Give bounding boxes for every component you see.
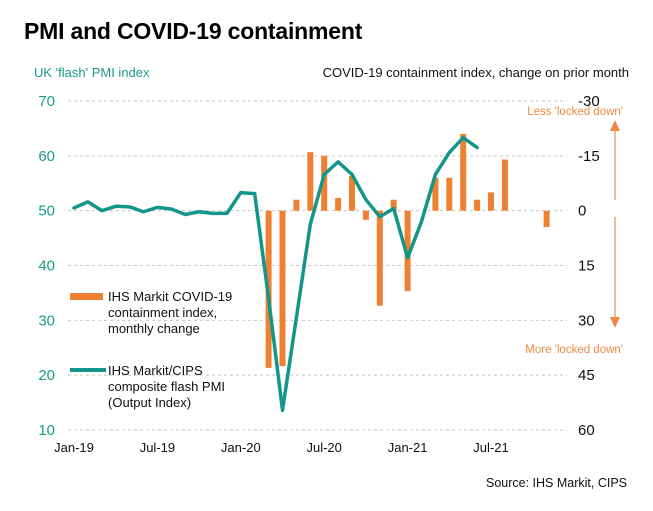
containment-bar	[362, 210, 369, 220]
legend-label-pmi-3: (Output Index)	[108, 395, 191, 410]
right-tick-label: -30	[578, 93, 600, 110]
left-tick-label: 40	[38, 258, 55, 275]
source-note: Source: IHS Markit, CIPS	[485, 476, 627, 490]
x-tick-label: Jan-20	[221, 440, 261, 455]
containment-bars	[265, 133, 550, 368]
right-tick-label: 30	[578, 312, 595, 329]
right-tick-label: 60	[578, 422, 595, 439]
legend-label-containment-2: containment index,	[108, 305, 217, 320]
legend-label-pmi-1: IHS Markit/CIPS	[108, 363, 203, 378]
containment-bar	[279, 210, 286, 367]
containment-bar	[501, 159, 508, 211]
containment-bar	[376, 210, 383, 306]
left-tick-label: 70	[38, 93, 55, 110]
containment-bar	[349, 175, 355, 211]
containment-bar	[474, 199, 481, 211]
right-tick-label: 0	[578, 203, 586, 220]
legend-swatch-containment	[70, 293, 103, 300]
gridlines	[68, 100, 567, 431]
containment-bar	[390, 199, 397, 211]
x-tick-label: Jul-21	[473, 440, 508, 455]
up-arrow-icon	[610, 120, 620, 131]
right-tick-label: -15	[578, 148, 600, 165]
legend-label-containment-1: IHS Markit COVID-19	[108, 289, 232, 304]
legend-label-containment-3: monthly change	[108, 321, 200, 336]
x-axis-ticks: Jan-19 Jul-19 Jan-20 Jul-20 Jan-21 Jul-21	[54, 440, 509, 455]
containment-bar	[446, 177, 453, 211]
lockdown-annotations: Less 'locked down' More 'locked down'	[525, 106, 623, 356]
legend-label-pmi-2: composite flash PMI	[108, 379, 225, 394]
chart-title: PMI and COVID-19 containment	[24, 18, 363, 44]
x-tick-label: Jan-21	[388, 440, 428, 455]
less-locked-down-label: Less 'locked down'	[527, 106, 623, 118]
containment-bar	[488, 192, 494, 211]
containment-bar	[460, 133, 467, 211]
left-axis-title: UK 'flash' PMI index	[34, 65, 150, 80]
containment-bar	[307, 152, 314, 211]
left-tick-label: 30	[38, 312, 55, 329]
left-axis-ticks: 70 60 50 40 30 20 10	[38, 93, 55, 439]
x-tick-label: Jan-19	[54, 440, 94, 455]
containment-bar	[432, 177, 439, 211]
x-tick-label: Jul-19	[140, 440, 175, 455]
pmi-line	[72, 135, 479, 413]
right-tick-label: 45	[578, 367, 595, 384]
left-tick-label: 60	[38, 148, 55, 165]
containment-bar	[404, 210, 411, 292]
more-locked-down-label: More 'locked down'	[525, 344, 623, 356]
containment-bar	[321, 155, 328, 211]
containment-bar	[335, 197, 342, 211]
left-tick-label: 20	[38, 367, 55, 384]
right-axis-title: COVID-19 containment index, change on pr…	[322, 65, 629, 80]
right-tick-label: 15	[578, 258, 595, 275]
down-arrow-icon	[610, 317, 620, 328]
right-axis-ticks: -30 -15 0 15 30 45 60	[578, 93, 600, 439]
x-tick-label: Jul-20	[306, 440, 341, 455]
containment-bar	[543, 210, 550, 228]
pmi-line-series	[72, 135, 479, 413]
containment-bar	[293, 199, 300, 211]
left-tick-label: 10	[38, 422, 55, 439]
legend: IHS Markit COVID-19 containment index, m…	[70, 289, 232, 410]
left-tick-label: 50	[38, 203, 55, 220]
